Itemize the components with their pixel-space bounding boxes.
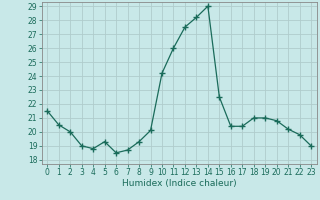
X-axis label: Humidex (Indice chaleur): Humidex (Indice chaleur)	[122, 179, 236, 188]
